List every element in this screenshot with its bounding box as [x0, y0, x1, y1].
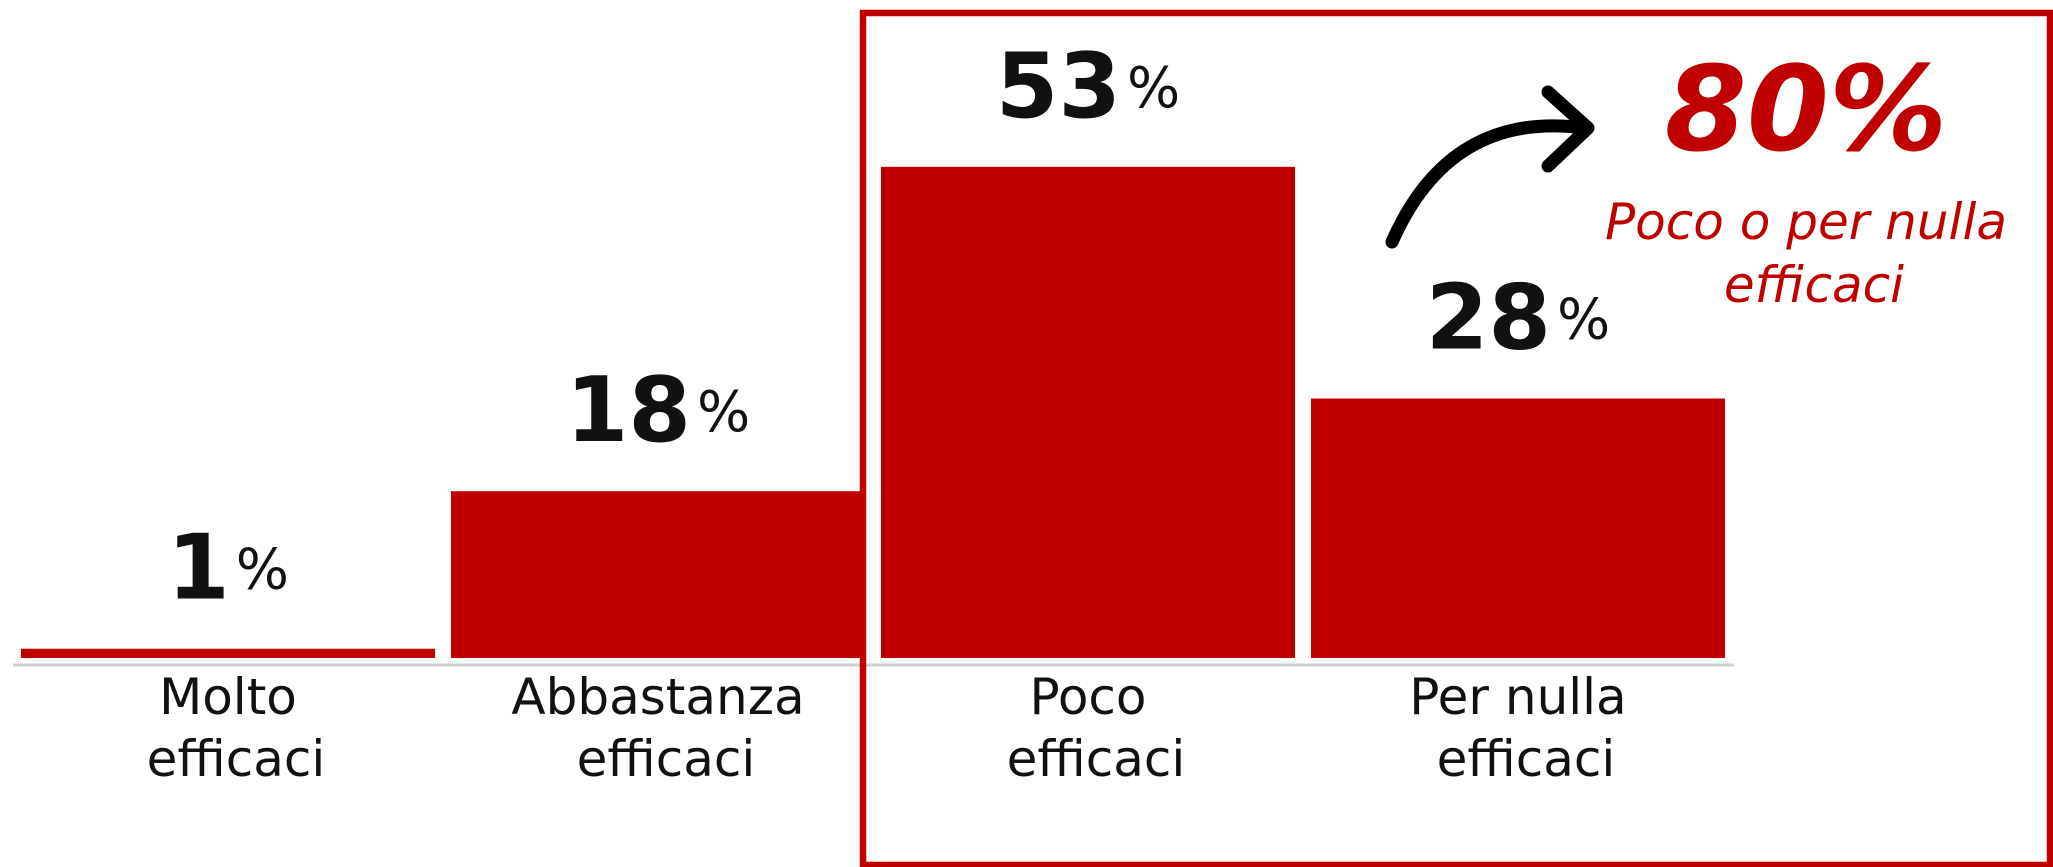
- bar: [1311, 398, 1725, 658]
- annotation-text: Poco o per nulla efficaci: [1605, 193, 2007, 314]
- value-label: 53%: [996, 34, 1180, 139]
- bar: [451, 491, 865, 658]
- x-tick-label: Poco efficaci: [991, 668, 1186, 788]
- value-label: 18%: [566, 358, 750, 463]
- bar: [881, 166, 1295, 658]
- annotation-value: 80%: [1665, 40, 1947, 178]
- highlight-box: [859, 9, 2053, 867]
- x-tick-label: Molto efficaci: [131, 668, 326, 788]
- bar: [21, 648, 435, 658]
- value-label: 1%: [167, 516, 289, 621]
- x-tick-label: Abbastanza efficaci: [511, 668, 804, 788]
- arrow-head: [1541, 85, 1595, 173]
- value-label: 28%: [1426, 265, 1610, 370]
- x-tick-label: Per nulla efficaci: [1409, 668, 1626, 788]
- arrow: [1385, 119, 1591, 249]
